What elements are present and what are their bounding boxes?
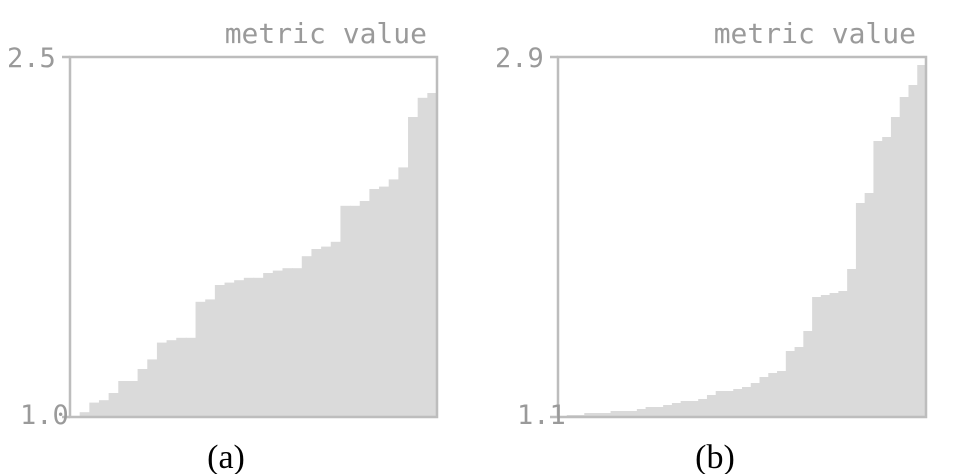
bar-b-42 (917, 65, 927, 417)
bar-a-11 (166, 340, 177, 417)
bar-b-30 (812, 297, 822, 417)
bar-a-33 (379, 186, 390, 417)
bar-b-28 (794, 347, 804, 417)
bar-b-24 (759, 377, 769, 417)
bar-b-19 (715, 391, 726, 417)
bar-b-15 (680, 401, 691, 417)
bar-b-26 (777, 371, 787, 417)
bar-a-5 (108, 393, 119, 417)
bar-b-6 (601, 413, 612, 417)
bar-a-31 (359, 201, 370, 417)
y-tick-label-top-a: 2.5 (7, 43, 56, 74)
bar-a-2 (79, 412, 90, 417)
bar-a-36 (408, 117, 419, 417)
bar-a-22 (272, 270, 284, 417)
bar-a-34 (388, 179, 399, 417)
bar-b-10 (636, 409, 647, 417)
bar-b-7 (610, 411, 620, 417)
bar-b-36 (864, 193, 875, 417)
bar-b-4 (584, 413, 594, 417)
bar-b-20 (724, 391, 734, 417)
bar-a-18 (234, 280, 245, 417)
bar-a-29 (340, 205, 351, 417)
bar-b-34 (847, 269, 857, 417)
bar-a-28 (330, 241, 342, 417)
bar-a-8 (137, 369, 148, 417)
bar-b-5 (593, 413, 603, 417)
bar-a-20 (253, 277, 264, 417)
chart-panel-b: 2.9 1.1 metric value (b) (495, 17, 928, 474)
bar-a-15 (205, 299, 216, 417)
bar-b-23 (750, 383, 761, 417)
bar-a-24 (292, 268, 303, 417)
bar-a-35 (398, 167, 409, 417)
bar-a-23 (282, 268, 293, 417)
bar-b-33 (838, 291, 848, 417)
y-tick-label-bottom-a: 1.0 (20, 400, 69, 431)
bar-b-14 (671, 403, 682, 417)
bar-a-6 (118, 381, 129, 417)
bar-b-18 (706, 395, 717, 417)
bar-a-21 (263, 273, 274, 417)
bar-a-16 (214, 285, 226, 417)
bar-a-3 (89, 402, 100, 417)
bar-b-29 (803, 331, 813, 417)
bar-b-41 (908, 85, 918, 417)
bar-a-38 (427, 93, 438, 417)
bar-a-37 (417, 97, 428, 418)
bar-a-30 (350, 205, 361, 417)
bar-series-b (566, 65, 927, 417)
bar-b-17 (698, 399, 708, 417)
bar-a-7 (127, 381, 139, 417)
bar-b-25 (768, 373, 778, 417)
panel-caption-a: (a) (207, 439, 245, 474)
bar-b-13 (663, 405, 673, 417)
bar-a-9 (147, 359, 158, 417)
bar-series-a (79, 93, 438, 418)
bar-a-25 (301, 256, 313, 417)
plot-frame-b (556, 55, 928, 419)
bar-a-19 (243, 277, 255, 417)
bar-b-31 (820, 295, 831, 417)
y-axis-label-b: metric value (714, 17, 916, 50)
bar-b-38 (882, 137, 892, 417)
plot-frame-a (68, 55, 439, 419)
bar-a-10 (156, 342, 168, 417)
chart-panel-a: 2.5 1.0 metric value (a) (7, 17, 439, 474)
bar-b-16 (689, 401, 699, 417)
panel-caption-b: (b) (695, 439, 735, 474)
bar-a-26 (311, 249, 322, 417)
bar-a-12 (176, 337, 187, 417)
y-tick-label-bottom-b: 1.1 (517, 400, 566, 431)
bar-a-4 (98, 400, 110, 417)
bar-b-8 (619, 411, 629, 417)
bar-b-21 (733, 389, 743, 417)
bar-b-35 (855, 203, 866, 417)
bar-a-13 (185, 337, 197, 417)
y-axis-label-a: metric value (225, 17, 427, 50)
bar-b-9 (628, 411, 638, 417)
bar-a-17 (224, 282, 235, 417)
bar-b-12 (654, 407, 664, 417)
bar-b-40 (899, 97, 910, 417)
bar-b-27 (785, 351, 796, 417)
bar-b-22 (742, 387, 752, 417)
bar-b-32 (829, 293, 839, 417)
bar-b-11 (645, 407, 655, 417)
bar-b-39 (890, 117, 901, 417)
bar-a-14 (195, 301, 206, 417)
bar-b-37 (873, 141, 883, 417)
bar-a-32 (369, 189, 380, 417)
bar-a-27 (321, 246, 332, 417)
y-tick-label-top-b: 2.9 (495, 43, 544, 74)
